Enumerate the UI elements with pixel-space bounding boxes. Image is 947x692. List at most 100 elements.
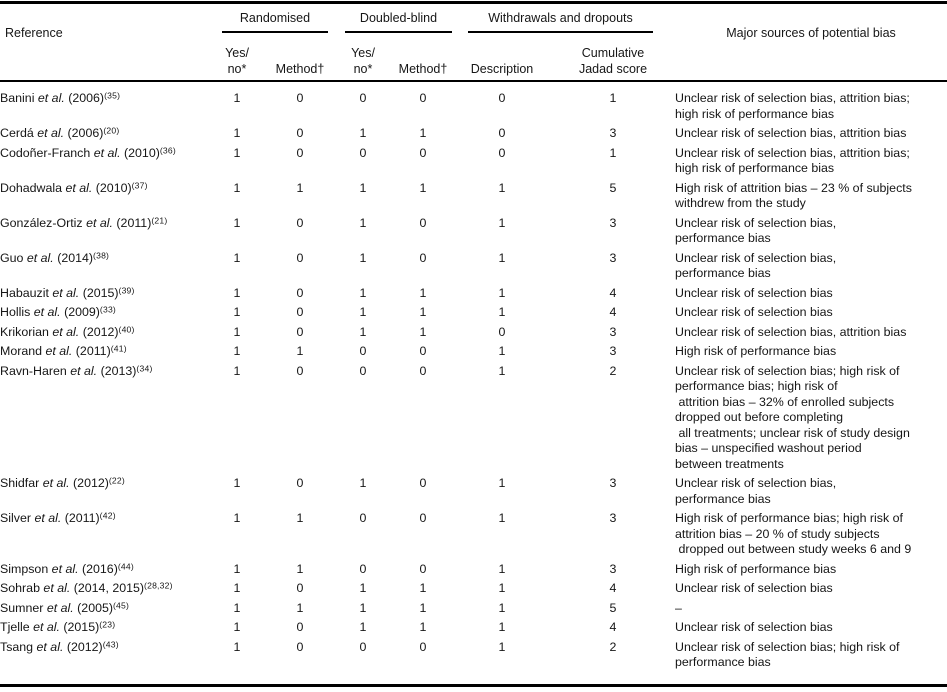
doubledblind-method-cell: 1 bbox=[419, 324, 427, 339]
doubledblind-yesno-cell: 1 bbox=[359, 324, 367, 339]
reference-year: (2012) bbox=[82, 324, 119, 339]
reference-year: (2009) bbox=[64, 305, 100, 319]
doubledblind-method-cell: 1 bbox=[419, 581, 427, 595]
randomised-yesno-cell: 1 bbox=[233, 363, 241, 378]
withdrawals-description-cell: 1 bbox=[498, 511, 506, 525]
table-row: Sohrab et al. (2014, 2015)(28,32) 1 0 1 … bbox=[0, 581, 947, 601]
reference-cell: Banini et al. (2006)(35) bbox=[0, 91, 207, 126]
reference-etal: et al. bbox=[34, 511, 62, 525]
jadad-score-cell: 3 bbox=[609, 215, 617, 230]
bias-cell: Unclear risk of selection bias bbox=[675, 285, 833, 300]
reference-authors: Silver bbox=[0, 511, 31, 525]
withdrawals-description-cell: 1 bbox=[498, 344, 506, 358]
randomised-yesno-cell: 1 bbox=[233, 620, 241, 634]
reference-authors: Cerdá bbox=[0, 126, 34, 140]
withdrawals-description-cell: 1 bbox=[498, 305, 506, 319]
reference-cell: Simpson et al. (2016)(44) bbox=[0, 562, 207, 582]
withdrawals-description-cell: 1 bbox=[498, 561, 506, 576]
bias-cell: Unclear risk of selection bias bbox=[675, 620, 833, 634]
yesno-line2: no* bbox=[353, 62, 373, 76]
doubledblind-method-cell: 1 bbox=[419, 305, 427, 319]
randomised-method-cell: 1 bbox=[296, 600, 304, 615]
randomised-yesno-cell: 1 bbox=[233, 511, 241, 525]
reference-year: (2011) bbox=[116, 215, 152, 230]
randomised-yesno-cell: 1 bbox=[233, 581, 241, 595]
table-row: Simpson et al. (2016)(44) 1 1 0 0 1 3 Hi… bbox=[0, 562, 947, 582]
reference-etal: et al. bbox=[33, 305, 61, 319]
jadad-score-cell: 3 bbox=[609, 476, 617, 490]
withdrawals-description-cell: 1 bbox=[498, 600, 506, 615]
doubledblind-yesno-cell: 0 bbox=[359, 639, 367, 654]
bias-cell: Unclear risk of selection bias, performa… bbox=[675, 250, 837, 281]
table-body-wrap: Banini et al. (2006)(35) 1 0 0 0 0 1 Unc… bbox=[0, 84, 947, 675]
bias-cell: Unclear risk of selection bias, performa… bbox=[675, 476, 837, 506]
jadad-score-cell: 1 bbox=[609, 145, 617, 160]
reference-etal: et al. bbox=[37, 126, 65, 140]
table-row: Codoñer-Franch et al. (2010)(36) 1 0 0 0… bbox=[0, 146, 947, 181]
bias-cell: Unclear risk of selection bias, attritio… bbox=[675, 126, 907, 140]
jadad-score-cell: 4 bbox=[609, 581, 617, 595]
reference-year: (2012) bbox=[73, 476, 109, 490]
jadad-score-cell: 3 bbox=[609, 561, 617, 576]
randomised-yesno-cell: 1 bbox=[233, 561, 241, 576]
randomised-method-cell: 0 bbox=[296, 581, 304, 595]
reference-cell: Krikorian et al. (2012)(40) bbox=[0, 325, 207, 345]
reference-authors: Banini bbox=[0, 91, 35, 105]
group-underline-randomised bbox=[222, 31, 328, 33]
column-header-randomised-yesno: Yes/no* bbox=[212, 45, 262, 77]
withdrawals-description-cell: 1 bbox=[498, 180, 506, 195]
reference-etal: et al. bbox=[43, 581, 71, 595]
reference-year: (2013) bbox=[100, 363, 137, 378]
jadad-score-cell: 3 bbox=[609, 324, 617, 339]
reference-authors: Tjelle bbox=[0, 620, 30, 634]
randomised-method-cell: 1 bbox=[296, 180, 304, 195]
reference-authors: Dohadwala bbox=[0, 180, 62, 195]
withdrawals-description-cell: 0 bbox=[498, 145, 506, 160]
doubledblind-yesno-cell: 1 bbox=[359, 285, 367, 300]
reference-citation-superscript: (36) bbox=[159, 145, 176, 155]
group-underline-withdrawals bbox=[468, 31, 653, 33]
column-group-randomised: Randomised bbox=[239, 11, 311, 25]
bias-cell: Unclear risk of selection bias bbox=[675, 581, 833, 595]
reference-authors: Sohrab bbox=[0, 581, 40, 595]
reference-authors: Simpson bbox=[0, 561, 49, 576]
randomised-yesno-cell: 1 bbox=[233, 285, 241, 300]
reference-year: (2016) bbox=[82, 561, 118, 576]
doubledblind-yesno-cell: 0 bbox=[359, 363, 367, 378]
randomised-method-cell: 0 bbox=[296, 363, 304, 378]
reference-etal: et al. bbox=[42, 476, 70, 490]
jadad-line1: Cumulative bbox=[581, 46, 645, 60]
reference-etal: et al. bbox=[51, 561, 79, 576]
randomised-method-cell: 0 bbox=[296, 620, 304, 634]
randomised-method-cell: 0 bbox=[296, 126, 304, 140]
table-row: Sumner et al. (2005)(45) 1 1 1 1 1 5 – bbox=[0, 601, 947, 621]
randomised-method-cell: 0 bbox=[296, 145, 304, 160]
reference-cell: Dohadwala et al. (2010)(37) bbox=[0, 181, 207, 216]
doubledblind-yesno-cell: 1 bbox=[359, 250, 367, 265]
doubledblind-yesno-cell: 1 bbox=[359, 126, 367, 140]
yesno-line2: no* bbox=[227, 62, 247, 76]
randomised-yesno-cell: 1 bbox=[233, 344, 241, 358]
jadad-score-cell: 1 bbox=[609, 91, 617, 105]
reference-citation-superscript: (23) bbox=[99, 619, 116, 630]
bias-cell: Unclear risk of selection bias; high ris… bbox=[675, 639, 900, 670]
reference-citation-superscript: (38) bbox=[93, 250, 110, 260]
reference-year: (2014, 2015) bbox=[73, 581, 145, 595]
reference-citation-superscript: (21) bbox=[151, 215, 168, 225]
bias-cell: Unclear risk of selection bias, attritio… bbox=[675, 91, 910, 121]
reference-citation-superscript: (37) bbox=[131, 180, 148, 190]
column-header-reference: Reference bbox=[5, 26, 63, 40]
bias-cell: High risk of performance bias; high risk… bbox=[675, 511, 912, 556]
reference-cell: Morand et al. (2011)(41) bbox=[0, 344, 207, 364]
reference-authors: Krikorian bbox=[0, 324, 49, 339]
doubledblind-yesno-cell: 0 bbox=[359, 344, 367, 358]
randomised-method-cell: 0 bbox=[296, 305, 304, 319]
doubledblind-yesno-cell: 1 bbox=[359, 215, 367, 230]
column-group-doubled-blind: Doubled-blind bbox=[359, 11, 438, 25]
table-row: Shidfar et al. (2012)(22) 1 0 1 0 1 3 Un… bbox=[0, 476, 947, 511]
reference-authors: Tsang bbox=[0, 639, 34, 654]
randomised-method-cell: 1 bbox=[296, 511, 304, 525]
doubledblind-method-cell: 0 bbox=[419, 215, 427, 230]
reference-citation-superscript: (44) bbox=[117, 561, 134, 571]
reference-etal: et al. bbox=[52, 285, 80, 300]
